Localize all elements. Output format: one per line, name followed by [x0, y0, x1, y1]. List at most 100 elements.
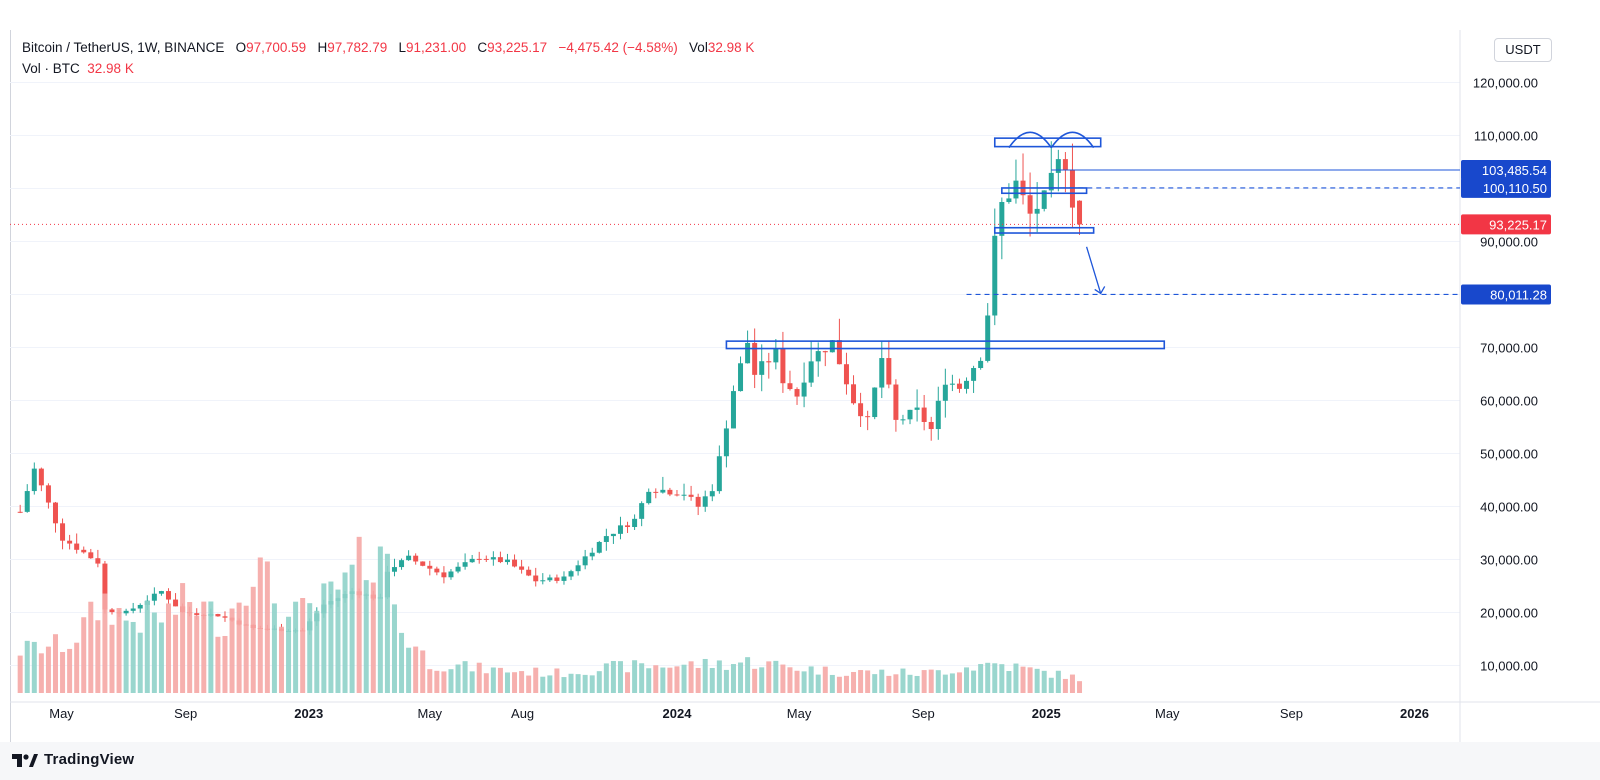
volume-bar — [151, 612, 157, 693]
volume-bar — [949, 673, 955, 693]
x-tick-label: Sep — [174, 706, 197, 721]
mid-zone-rectangle[interactable] — [1001, 187, 1088, 195]
candle-body — [427, 565, 433, 569]
volume-bar — [60, 651, 66, 693]
candle-body — [801, 382, 807, 397]
volume-bar — [95, 620, 101, 693]
x-tick-label: May — [787, 706, 812, 721]
candle-body — [88, 552, 94, 559]
projection-arrow[interactable] — [1085, 246, 1102, 294]
candle-body — [858, 403, 864, 417]
candle-body — [935, 400, 941, 430]
price-label-text: 93,225.17 — [1489, 217, 1547, 232]
volume-bar — [490, 667, 496, 693]
volume-bar — [264, 561, 270, 693]
volume-bar — [314, 610, 320, 693]
volume-bar — [38, 653, 44, 693]
currency-unit-button[interactable]: USDT — [1494, 38, 1552, 62]
candle-body — [596, 541, 602, 553]
candle-body — [173, 599, 179, 607]
projection-arrow-head[interactable] — [1094, 286, 1106, 295]
price-chart[interactable]: 10,000.00 20,000.00 30,000.00 40,000.00 50,0… — [0, 0, 1600, 742]
volume-bar — [709, 667, 715, 693]
x-tick-label: May — [1155, 706, 1180, 721]
candle-body — [441, 572, 447, 578]
volume-bar — [194, 615, 200, 693]
volume-bar — [215, 636, 221, 693]
volume-bar — [674, 666, 680, 693]
candle-body — [526, 569, 532, 576]
volume-indicator-label[interactable]: Vol · BTC — [22, 61, 80, 76]
candle-body — [695, 496, 701, 507]
candle-body — [123, 610, 129, 614]
candle-body — [448, 571, 454, 578]
support-zone-70k[interactable] — [725, 340, 1166, 350]
change-value: −4,475.42 (−4.58%) — [558, 40, 678, 55]
volume-bar — [526, 675, 532, 693]
volume-bar — [307, 603, 313, 693]
candle-body — [893, 384, 899, 420]
volume-bar — [1077, 681, 1083, 693]
candle-body — [900, 419, 906, 421]
double-top-arc-right[interactable] — [1050, 131, 1095, 149]
volume-bar — [886, 675, 892, 693]
candle-body — [52, 502, 58, 524]
volume-bar — [335, 589, 341, 693]
candle-body — [31, 468, 37, 492]
volume-bar — [123, 620, 129, 693]
candle-body — [822, 351, 828, 353]
candle-body — [1013, 180, 1019, 199]
volume-bar — [1006, 671, 1012, 693]
volume-bar — [653, 665, 659, 693]
volume-bar — [1055, 670, 1061, 693]
volume-indicator-value: 32.98 K — [87, 61, 134, 76]
candle-body — [681, 494, 687, 496]
volume-bar — [384, 553, 390, 693]
volume-bar — [342, 572, 348, 693]
candle-body — [95, 558, 101, 564]
candle-body — [738, 363, 744, 392]
volume-bar — [165, 603, 171, 693]
volume-bar — [271, 603, 277, 693]
volume-bar — [872, 674, 878, 693]
candle-body — [921, 407, 927, 422]
candle-body — [942, 384, 948, 401]
candle-body — [17, 511, 23, 513]
y-tick-label: 110,000.00 — [1474, 129, 1538, 144]
candle-body — [1048, 172, 1054, 191]
candle-body — [999, 202, 1005, 236]
double-top-arc-left[interactable] — [1008, 131, 1052, 149]
neckline-zone-rectangle[interactable] — [993, 226, 1095, 234]
candle-body — [589, 552, 595, 557]
candle-body — [992, 235, 998, 316]
volume-bar — [836, 676, 842, 693]
volume-bar — [243, 605, 249, 693]
volume-bar — [667, 667, 673, 693]
volume-bar — [1048, 677, 1054, 693]
volume-bar — [738, 662, 744, 693]
candle-body — [879, 358, 885, 388]
candle-body — [886, 358, 892, 385]
symbol-title[interactable]: Bitcoin / TetherUS, 1W, BINANCE — [22, 40, 225, 55]
candle-body — [38, 468, 44, 486]
tradingview-logo[interactable]: TradingView — [12, 751, 134, 768]
top-zone-rectangle[interactable] — [993, 137, 1102, 148]
volume-bar — [893, 674, 899, 693]
candle-body — [406, 555, 412, 561]
volume-bar — [158, 622, 164, 693]
candle-body — [949, 383, 955, 385]
candle-body — [60, 523, 66, 541]
volume-bar — [24, 640, 30, 693]
open-value: 97,700.59 — [246, 40, 307, 55]
volume-bar — [187, 602, 193, 693]
volume-bar — [716, 660, 722, 693]
volume-bar — [610, 660, 616, 693]
volume-bar — [300, 598, 306, 693]
top-strip — [0, 0, 1600, 28]
candle-body — [766, 361, 772, 363]
candle-body — [1034, 208, 1040, 214]
volume-bar — [533, 667, 539, 693]
volume-bar — [286, 616, 292, 693]
volume-bar — [448, 669, 454, 693]
candle-body — [1006, 198, 1012, 203]
